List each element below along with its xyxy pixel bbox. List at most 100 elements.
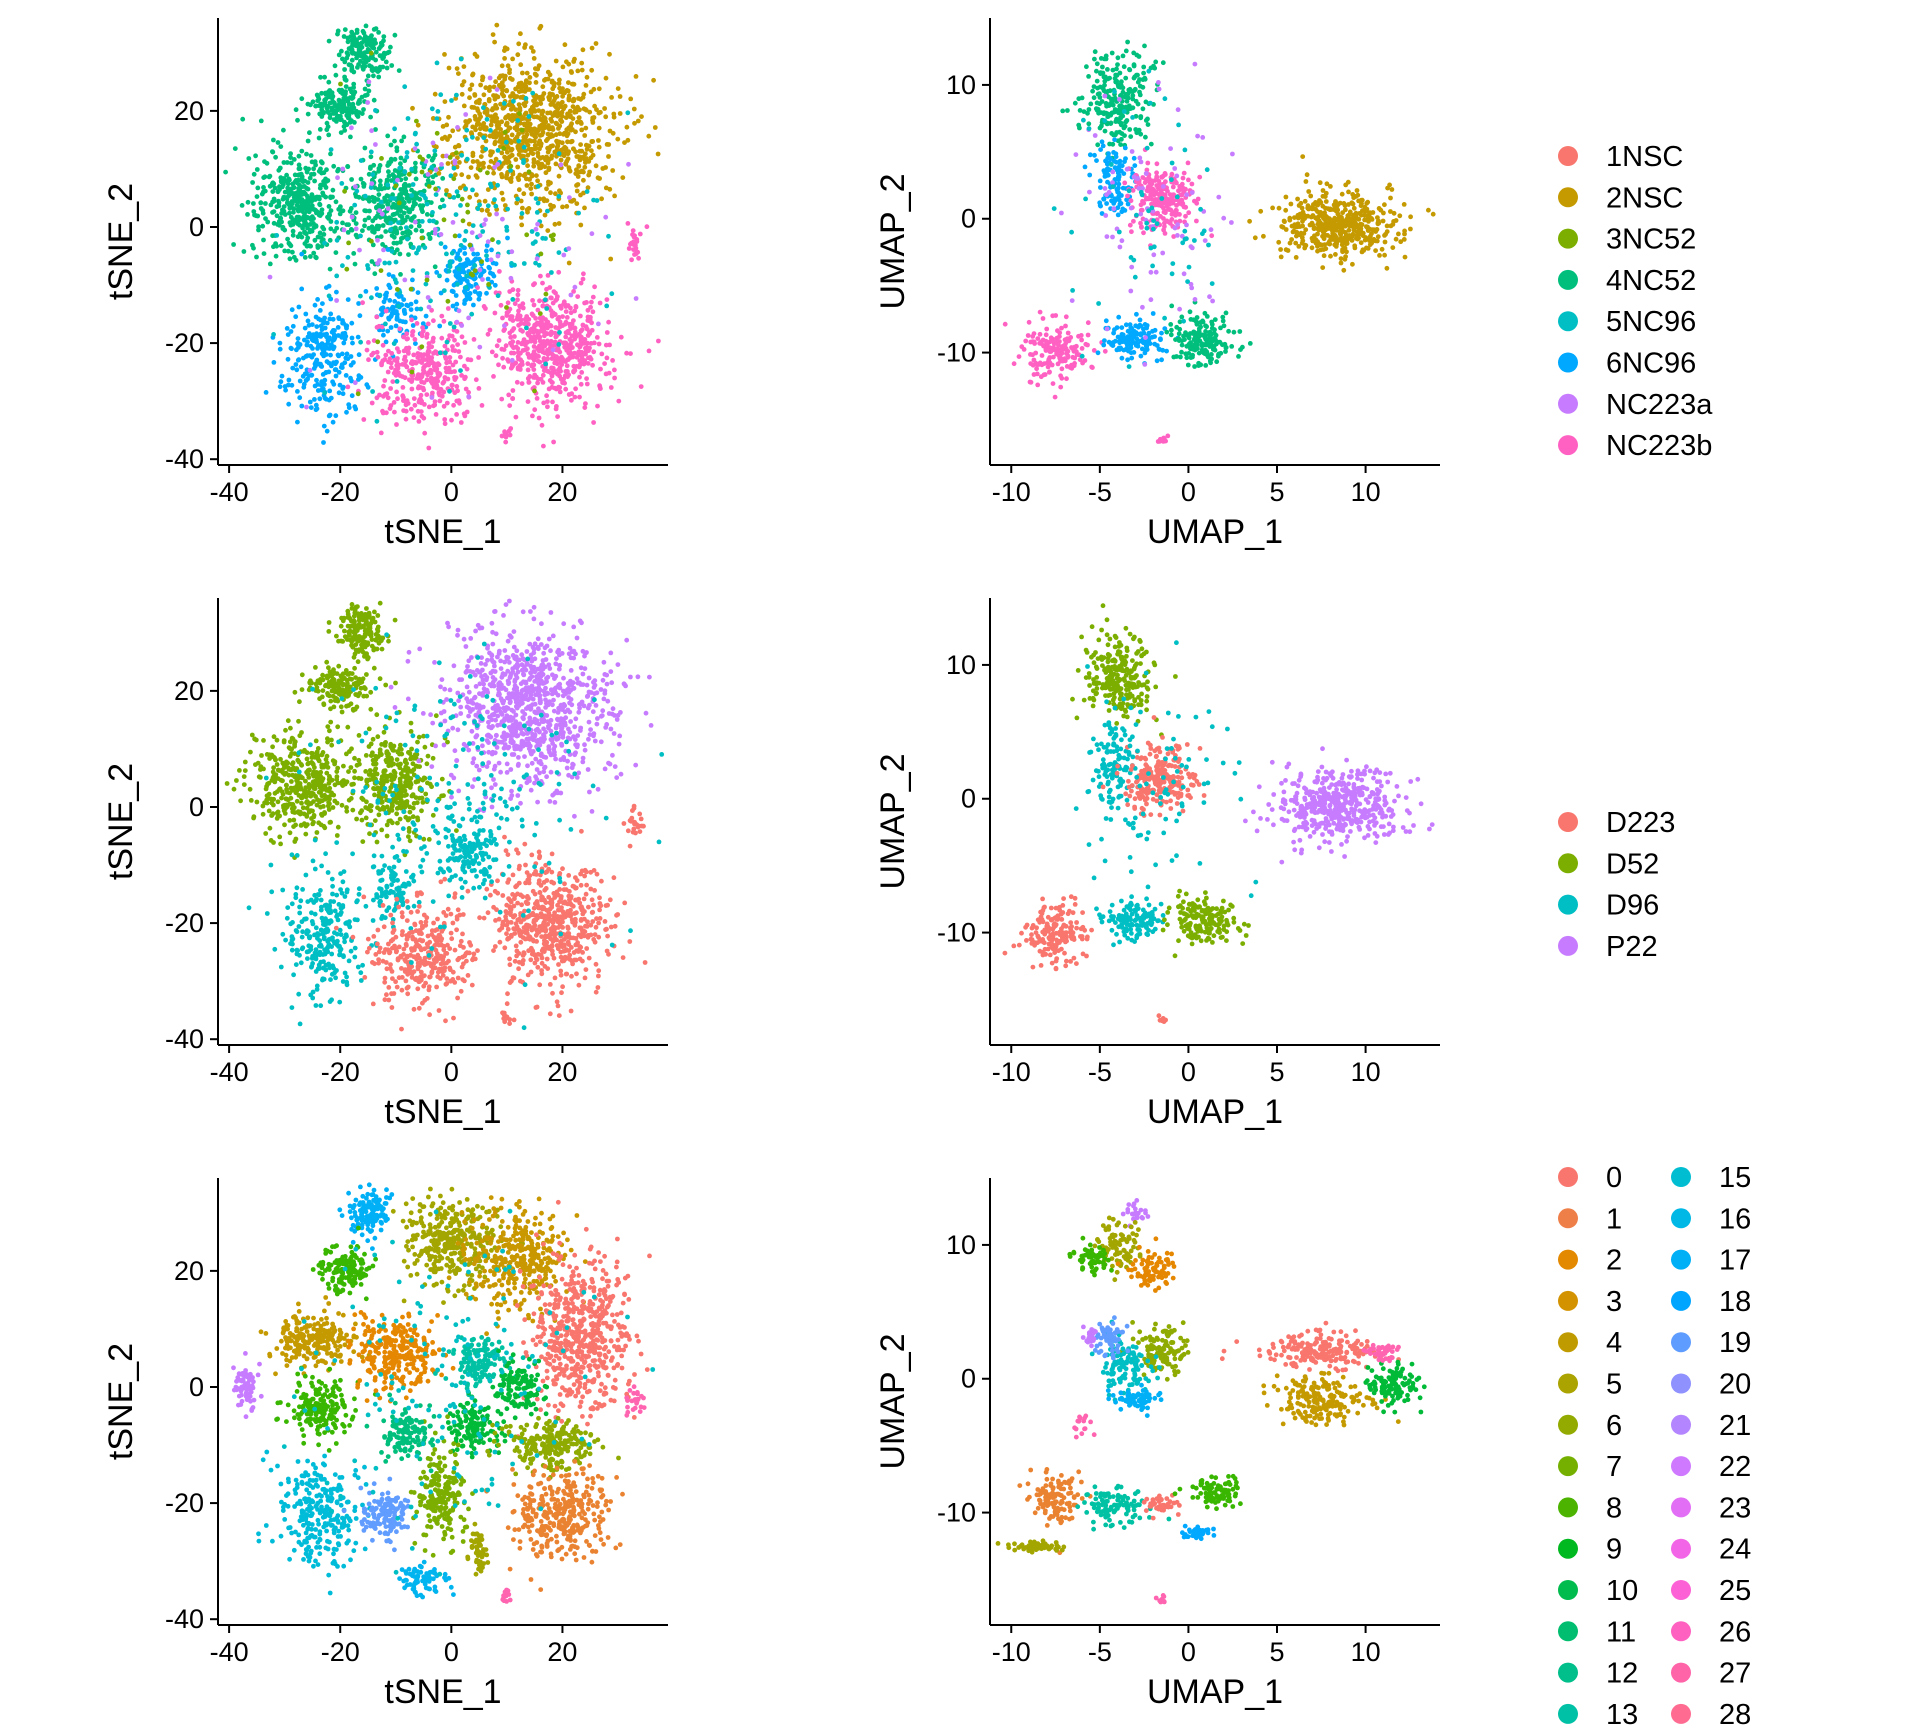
data-point <box>575 294 581 299</box>
data-point <box>451 195 457 200</box>
data-point <box>419 219 425 224</box>
data-point <box>335 352 341 358</box>
data-point <box>518 95 524 100</box>
data-point <box>409 193 414 198</box>
data-point <box>505 300 511 306</box>
data-point <box>1300 215 1305 221</box>
data-point <box>442 421 448 427</box>
data-point <box>543 291 549 297</box>
data-point <box>471 302 476 308</box>
data-point <box>1069 345 1074 350</box>
data-point <box>469 230 475 236</box>
data-point <box>1322 225 1328 231</box>
data-point <box>586 172 592 178</box>
data-point <box>513 414 519 420</box>
data-point <box>537 138 543 144</box>
data-point <box>444 339 450 345</box>
data-point <box>458 243 464 248</box>
data-point <box>1037 340 1042 346</box>
data-point <box>447 264 453 270</box>
data-point <box>1115 212 1121 218</box>
data-point <box>469 130 474 136</box>
data-point <box>296 304 302 310</box>
data-point <box>527 80 532 86</box>
data-point <box>558 162 564 168</box>
data-point <box>452 144 458 150</box>
data-point <box>338 204 343 210</box>
data-point <box>463 229 469 234</box>
data-point <box>502 129 508 135</box>
data-point <box>563 319 569 325</box>
data-point <box>610 168 616 173</box>
data-point <box>415 122 421 128</box>
data-point <box>527 138 532 143</box>
data-point <box>403 408 409 414</box>
data-point <box>409 386 415 392</box>
data-point <box>558 359 563 365</box>
data-point <box>459 323 465 328</box>
data-point <box>384 290 389 296</box>
data-point <box>1132 163 1138 169</box>
data-point <box>500 355 505 361</box>
data-point <box>383 59 389 65</box>
data-point <box>328 147 334 153</box>
data-point <box>373 49 379 55</box>
data-point <box>510 388 516 393</box>
data-point <box>363 208 369 214</box>
data-point <box>573 129 578 135</box>
data-point <box>540 372 546 378</box>
data-point <box>458 262 463 268</box>
data-point <box>581 361 587 367</box>
data-point <box>392 138 397 144</box>
data-point <box>1085 332 1091 338</box>
data-point <box>454 150 459 156</box>
data-point <box>362 193 368 199</box>
data-point <box>430 180 436 186</box>
data-point <box>581 177 586 183</box>
data-point <box>438 241 444 247</box>
data-point <box>384 177 390 183</box>
data-point <box>540 380 546 385</box>
data-point <box>477 233 483 239</box>
data-point <box>275 189 281 195</box>
data-point <box>501 364 507 370</box>
data-point <box>350 50 355 56</box>
data-point <box>478 154 484 160</box>
data-point <box>495 293 501 299</box>
data-point <box>549 313 555 319</box>
data-point <box>1270 205 1275 211</box>
data-point <box>327 115 333 121</box>
data-point <box>1125 39 1130 45</box>
data-point <box>1309 245 1315 251</box>
data-point <box>314 324 320 329</box>
data-point <box>515 340 521 345</box>
data-point <box>313 407 319 413</box>
data-point <box>369 295 374 301</box>
data-point <box>1388 195 1393 201</box>
data-point <box>303 354 309 359</box>
data-point <box>290 365 296 371</box>
data-point <box>1121 64 1127 70</box>
data-point <box>307 399 313 405</box>
data-point <box>1176 188 1181 194</box>
data-point <box>457 160 462 165</box>
data-point <box>1094 68 1099 74</box>
data-point <box>550 237 556 243</box>
data-point <box>591 349 597 355</box>
x-tick-label: 20 <box>547 477 577 507</box>
data-point <box>304 202 309 208</box>
data-point <box>1161 209 1167 215</box>
data-point <box>516 102 522 107</box>
data-point <box>337 211 343 217</box>
data-point <box>531 302 537 308</box>
data-point <box>339 109 345 115</box>
data-point <box>454 66 460 71</box>
data-point <box>360 228 365 234</box>
data-point <box>1380 218 1386 224</box>
data-point <box>451 176 457 182</box>
data-point <box>449 333 455 339</box>
data-point <box>458 368 463 373</box>
data-point <box>584 348 589 354</box>
data-point <box>1149 181 1155 187</box>
data-point <box>377 53 383 59</box>
